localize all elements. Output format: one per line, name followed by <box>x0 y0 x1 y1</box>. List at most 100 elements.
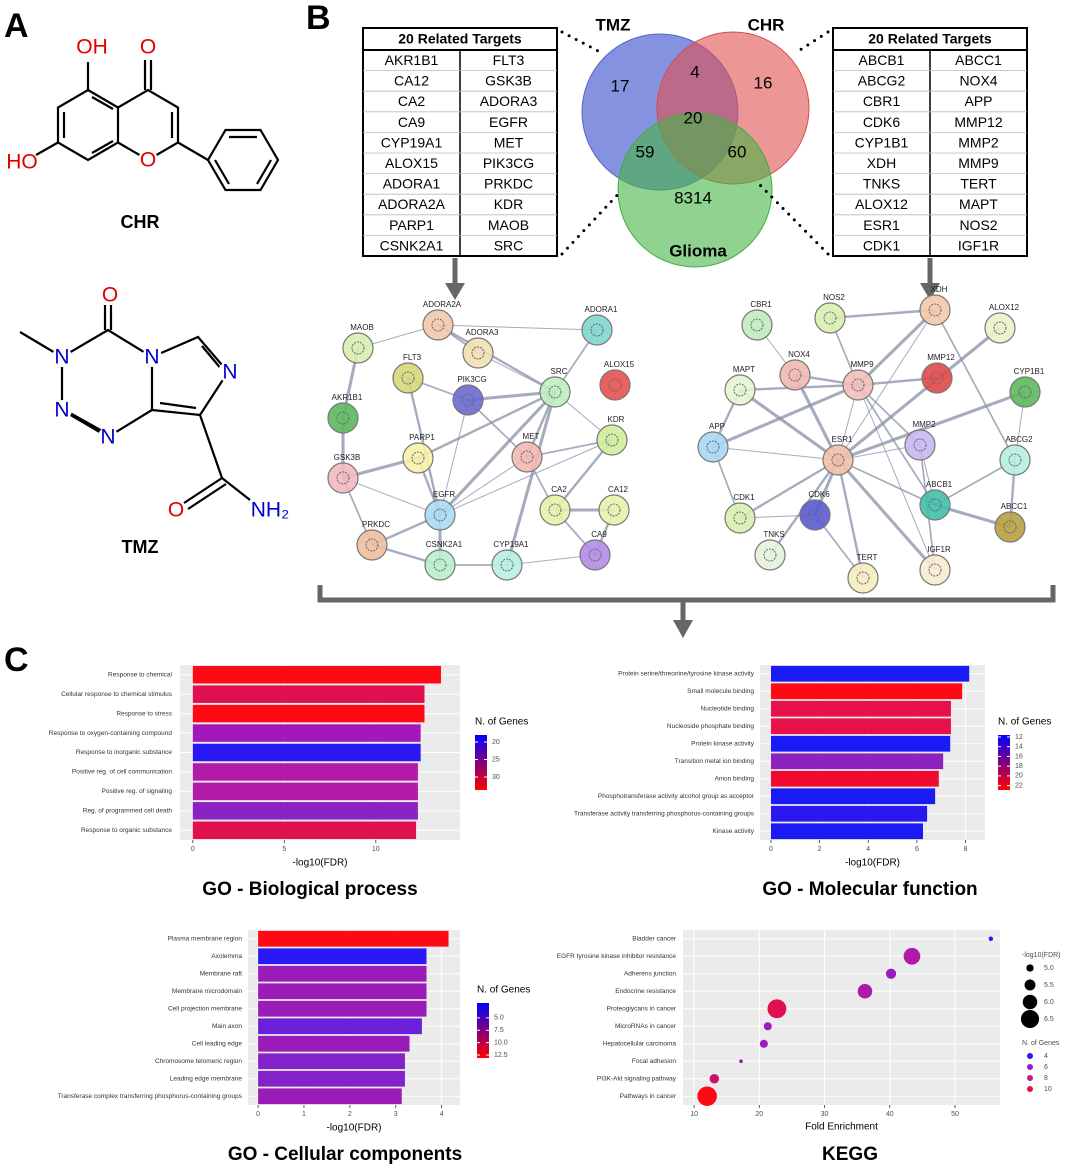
x-tick-label: 2 <box>818 846 822 853</box>
table-cell: MMP12 <box>954 114 1002 130</box>
node-label: ALOX15 <box>604 360 635 369</box>
x-tick-label: 10 <box>690 1111 698 1118</box>
node-structure <box>431 318 445 332</box>
legend-title: N. of Genes <box>1022 1040 1060 1047</box>
network-node <box>356 529 388 561</box>
table-title: 20 Related Targets <box>398 31 522 47</box>
table-cell: MMP9 <box>958 155 999 171</box>
bar <box>258 1000 427 1017</box>
y-tick-label: Proteoglycans in cancer <box>607 1005 677 1012</box>
node-structure <box>750 318 764 332</box>
network-node <box>342 332 374 364</box>
network-edge <box>342 477 441 516</box>
node-structure <box>605 433 619 447</box>
node-structure <box>993 321 1007 335</box>
network-node <box>402 442 434 474</box>
table-cell: IGF1R <box>958 237 999 253</box>
y-tick-label: Adherens junction <box>624 970 676 977</box>
network-node <box>904 429 936 461</box>
atom: N <box>100 426 115 449</box>
node-label: IGF1R <box>927 545 951 554</box>
legend-color-key <box>1027 1053 1033 1059</box>
network-node <box>327 402 359 434</box>
molecule-name: CHR <box>121 212 160 232</box>
table-cell: MMP2 <box>958 134 999 150</box>
x-axis-title: Fold Enrichment <box>805 1122 878 1133</box>
bar <box>258 930 449 947</box>
network-edge <box>417 390 556 460</box>
network-node <box>491 549 523 581</box>
network-edge <box>437 323 556 394</box>
atom: O <box>140 36 156 59</box>
network-edge <box>712 383 859 449</box>
network-node <box>581 314 613 346</box>
x-axis-title: -log10(FDR) <box>326 1123 381 1134</box>
y-tick-label: Endocrine resistance <box>615 988 676 995</box>
legend-title: N. of Genes <box>998 717 1051 728</box>
node-label: MMP9 <box>850 360 874 369</box>
node-label: EGFR <box>433 490 455 499</box>
legend-color-key <box>1027 1075 1033 1081</box>
node-structure <box>336 471 350 485</box>
legend-title: -log10(FDR) <box>1022 952 1061 959</box>
network-node <box>724 374 756 406</box>
y-tick-label: Phosphotransferase activity alcohol grou… <box>598 793 755 800</box>
legend-label: 14 <box>1015 744 1023 751</box>
arrows <box>317 258 1056 638</box>
connectors <box>560 30 830 256</box>
node-label: KDR <box>608 415 625 424</box>
node-structure <box>401 371 415 385</box>
bar <box>192 802 418 820</box>
bar <box>192 743 421 762</box>
panel-label: C <box>4 641 29 679</box>
node-label: FLT3 <box>403 353 422 362</box>
legend-title: N. of Genes <box>475 717 528 728</box>
y-tick-label: Anion binding <box>715 775 755 782</box>
node-label: MMP2 <box>912 420 936 429</box>
table-cell: CBR1 <box>863 93 901 109</box>
x-tick-label: 3 <box>394 1111 398 1118</box>
node-label: CYP1B1 <box>1014 367 1045 376</box>
network-node <box>596 424 628 456</box>
y-tick-label: Plasma membrane region <box>168 935 243 942</box>
node-label: ALOX12 <box>989 303 1020 312</box>
network-node <box>539 376 571 408</box>
table-cell: XDH <box>867 155 897 171</box>
node-structure <box>1018 385 1032 399</box>
y-tick-label: Protein serine/threonine/tyrosine kinase… <box>618 670 755 677</box>
table-cell: CA9 <box>398 114 425 130</box>
network-edge <box>837 390 1026 462</box>
network-node <box>462 337 494 369</box>
bar <box>770 770 939 787</box>
chart-title: GO - Molecular function <box>762 879 977 900</box>
y-tick-label: Kinase activity <box>712 828 754 835</box>
x-axis-title: -log10(FDR) <box>292 858 347 869</box>
y-tick-label: Main axon <box>212 1023 242 1030</box>
table-cell: ABCG2 <box>858 73 906 89</box>
network-node <box>847 562 879 594</box>
y-tick-label: Response to stress <box>116 710 172 717</box>
network-edge <box>934 309 1016 461</box>
venn-count: 59 <box>636 142 655 161</box>
network-edge <box>712 446 839 461</box>
point <box>857 983 873 999</box>
chart-title: GO - Biological process <box>202 879 417 900</box>
node-structure <box>588 548 602 562</box>
legend-label: 5.0 <box>494 1015 504 1022</box>
bar <box>258 1088 402 1105</box>
node-label: CBR1 <box>750 300 772 309</box>
y-tick-label: Protein kinase activity <box>691 740 755 747</box>
panel-label: B <box>306 0 331 37</box>
table-cell: GSK3B <box>485 73 532 89</box>
node-label: ADORA1 <box>585 305 618 314</box>
table-cell: ABCC1 <box>955 52 1002 68</box>
x-tick-label: 0 <box>191 846 195 853</box>
x-axis-title: -log10(FDR) <box>845 858 900 869</box>
bar <box>258 1070 405 1087</box>
table-cell: ALOX12 <box>855 196 908 212</box>
point <box>885 968 897 979</box>
table-cell: MAOB <box>488 217 529 233</box>
network-node <box>539 494 571 526</box>
legend-label: 7.5 <box>494 1027 504 1034</box>
